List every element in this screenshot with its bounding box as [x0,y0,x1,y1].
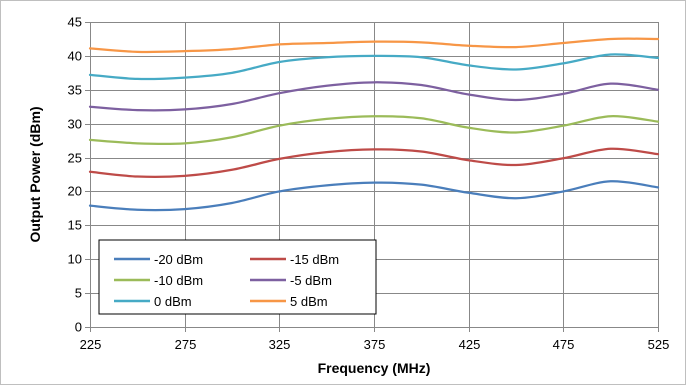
y-tick-label: 20 [68,184,82,199]
x-axis-title: Frequency (MHz) [318,360,431,376]
y-tick-label: 0 [75,320,82,335]
series-line-5dbm [88,37,660,54]
series-line--15dbm [88,147,660,179]
legend-label: -10 dBm [154,273,203,288]
x-tick-label: 425 [459,337,481,352]
series-line--5dbm [88,81,660,112]
legend-label: 0 dBm [154,294,192,309]
x-tick-label: 375 [364,337,386,352]
y-tick-label: 45 [68,15,82,30]
x-tick-label: 275 [175,337,197,352]
legend-label: -15 dBm [290,252,339,267]
legend-label: 5 dBm [290,294,328,309]
x-tick-label: 325 [269,337,291,352]
series-line-0dbm [88,53,660,81]
y-tick-label: 25 [68,151,82,166]
x-tick-label: 225 [80,337,102,352]
x-tick-label: 525 [648,337,670,352]
y-tick-label: 30 [68,117,82,132]
y-tick-label: 5 [75,286,82,301]
tick-labels: 0 5 10 15 20 25 30 35 40 45 225 275 325 375 425 475 525 [68,15,670,353]
y-axis-title: Output Power (dBm) [27,106,43,242]
y-tick-label: 35 [68,83,82,98]
legend-label: -20 dBm [154,252,203,267]
legend-label: -5 dBm [290,273,332,288]
y-tick-label: 10 [68,252,82,267]
axes [85,22,659,332]
x-tick-label: 475 [553,337,575,352]
series-layer [88,37,660,212]
legend: -20 dBm -15 dBm -10 dBm -5 dBm 0 dBm 5 dBm [98,239,377,315]
y-tick-label: 15 [68,218,82,233]
y-tick-label: 40 [68,49,82,64]
series-line--10dbm [88,115,660,146]
series-line--20dbm [88,180,660,212]
